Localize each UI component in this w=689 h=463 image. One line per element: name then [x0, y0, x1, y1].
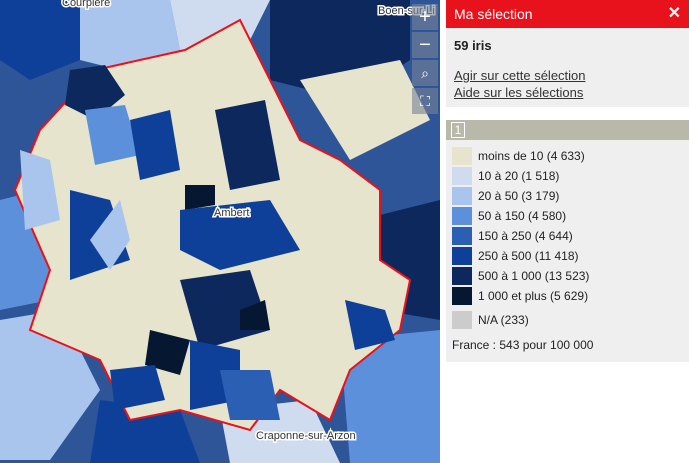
legend-tab: 1 [446, 120, 689, 140]
panel: Ma sélection ✕ 59 iris Agir sur cette sél… [446, 0, 689, 463]
legend-label: 1 000 et plus (5 629) [478, 289, 589, 303]
link[interactable]: Aide sur les sélections [454, 85, 584, 100]
legend-label: 10 à 20 (1 518) [478, 169, 560, 183]
place-label: Ambert [214, 207, 249, 219]
legend-row: 20 à 50 (3 179) [452, 186, 689, 206]
search[interactable]: ⌕ [412, 60, 438, 86]
zoom-in[interactable]: + [412, 4, 438, 30]
legend-swatch [452, 187, 472, 205]
panel-header: Ma sélection ✕ [446, 0, 689, 28]
legend-row: 150 à 250 (4 644) [452, 226, 689, 246]
legend-label: 20 à 50 (3 179) [478, 189, 560, 203]
panel-title: Ma sélection [454, 6, 533, 22]
selection-box: 59 iris Agir sur cette sélection Aide su… [446, 28, 689, 107]
legend-swatch [452, 207, 472, 225]
zoom-out[interactable]: − [412, 32, 438, 58]
link[interactable]: Agir sur cette sélection [454, 68, 586, 83]
legend-row: 250 à 500 (11 418) [452, 246, 689, 266]
place-label: Craponne-sur-Arzon [256, 430, 356, 442]
tab-number[interactable]: 1 [451, 122, 465, 138]
legend-swatch [452, 227, 472, 245]
legend-label: 150 à 250 (4 644) [478, 229, 573, 243]
count: 59 iris [454, 38, 492, 53]
legend-row: 500 à 1 000 (13 523) [452, 266, 689, 286]
legend-label: 250 à 500 (11 418) [478, 249, 579, 263]
legend-row: 1 000 et plus (5 629) [452, 286, 689, 306]
legend-swatch [452, 167, 472, 185]
place-label: Courpière [62, 0, 110, 9]
close-button[interactable]: ✕ [667, 5, 681, 22]
legend-label: 500 à 1 000 (13 523) [478, 269, 590, 283]
legend: moins de 10 (4 633) 10 à 20 (1 518) 20 à 5… [446, 140, 689, 362]
legend-swatch [452, 267, 472, 285]
fullscreen[interactable]: ⛶ [412, 88, 438, 114]
legend-label: moins de 10 (4 633) [478, 149, 585, 163]
legend-label: N/A (233) [478, 313, 529, 327]
legend-swatch [452, 287, 472, 305]
map: Courpière Boen-sur-Li Ambert Craponne-su… [0, 0, 440, 463]
legend-row: N/A (233) [452, 310, 689, 330]
legend-row: 10 à 20 (1 518) [452, 166, 689, 186]
legend-swatch [452, 311, 472, 329]
legend-swatch [452, 247, 472, 265]
note: France : 543 pour 100 000 [452, 338, 594, 352]
legend-label: 50 à 150 (4 580) [478, 209, 567, 223]
legend-swatch [452, 147, 472, 165]
legend-row: moins de 10 (4 633) [452, 146, 689, 166]
legend-row: 50 à 150 (4 580) [452, 206, 689, 226]
